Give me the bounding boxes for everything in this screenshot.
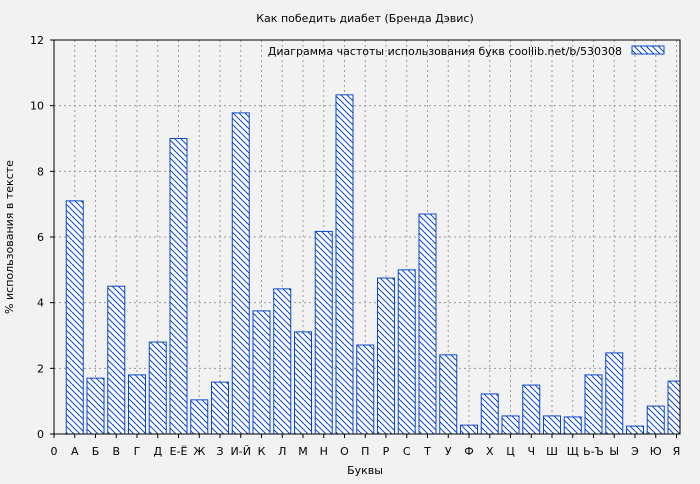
bar-Ч (522, 384, 541, 434)
x-tick-label: Ж (193, 445, 205, 458)
bar-Е-Ё (169, 138, 188, 434)
bar-И-Й (231, 112, 250, 434)
bar-Г (128, 374, 146, 434)
bar-Р (377, 277, 395, 434)
x-tick-label: Ю (650, 445, 662, 458)
chart-title: Как победить диабет (Бренда Дэвис) (256, 12, 473, 25)
bar-А (65, 200, 84, 434)
bar-Э (626, 425, 644, 434)
bar-Щ (563, 416, 582, 434)
x-axis: 0 А Б В Г Д Е-Ё Ж З И-Й К Л М Н О П Р С Т У Ф Х Ц Ч Ш Щ Ь-Ъ Ы Э Ю Я (51, 434, 681, 458)
bar-М (294, 331, 312, 434)
x-tick-label: Е-Ё (170, 445, 188, 458)
bar-Д (148, 341, 167, 434)
bar-Х (480, 393, 499, 434)
x-tick-label: Ы (609, 445, 619, 458)
bar-Л (273, 288, 292, 434)
bar-Ц (501, 415, 520, 434)
legend-label: Диаграмма частоты использования букв coo… (268, 45, 622, 58)
x-tick-label: П (361, 445, 369, 458)
x-tick-label: Ь-Ъ (583, 445, 604, 458)
bar-З (211, 381, 229, 434)
y-tick-label: 0 (37, 428, 44, 441)
bar-У (439, 354, 458, 434)
legend: Диаграмма частоты использования букв coo… (268, 45, 665, 58)
y-tick-label: 2 (37, 362, 44, 375)
bar-Н (314, 230, 333, 434)
x-tick-label: 0 (51, 445, 58, 458)
x-tick-label: К (258, 445, 266, 458)
x-tick-label: У (445, 445, 452, 458)
x-axis-label: Буквы (347, 464, 383, 477)
x-tick-label: О (340, 445, 349, 458)
x-tick-label: Н (320, 445, 328, 458)
x-tick-label: Я (673, 445, 681, 458)
x-tick-label: Р (383, 445, 390, 458)
x-tick-label: Б (92, 445, 100, 458)
bar-О (335, 94, 354, 434)
x-tick-label: Т (423, 445, 431, 458)
x-tick-label: Ш (546, 445, 558, 458)
x-tick-label: Г (134, 445, 141, 458)
bar-В (107, 285, 126, 434)
x-tick-label: С (403, 445, 411, 458)
x-tick-label: И-Й (231, 445, 251, 458)
bar-Ш (543, 415, 561, 434)
y-tick-label: 10 (30, 100, 44, 113)
y-tick-label: 4 (37, 297, 44, 310)
bar-С (397, 269, 416, 434)
bar-Ю (646, 405, 665, 434)
bar-Т (418, 213, 437, 434)
bar-Я (667, 380, 680, 434)
bars (65, 94, 680, 434)
y-axis: 0 2 4 6 8 10 12 (30, 34, 54, 441)
x-tick-label: В (112, 445, 120, 458)
x-tick-label: Ц (506, 445, 515, 458)
bar-Ф (460, 424, 478, 434)
y-axis-label: % использования в тексте (3, 160, 16, 314)
x-tick-label: З (216, 445, 223, 458)
bar-П (356, 344, 375, 434)
x-tick-label: Ф (464, 445, 473, 458)
x-tick-label: М (298, 445, 308, 458)
bar-Ь-Ъ (584, 374, 603, 434)
bar-К (252, 310, 271, 434)
x-tick-label: Х (486, 445, 494, 458)
bar-Ж (190, 399, 209, 434)
bar-Б (86, 377, 105, 434)
x-tick-label: А (71, 445, 79, 458)
x-tick-label: Ч (527, 445, 535, 458)
x-tick-label: Д (153, 445, 162, 458)
y-tick-label: 8 (37, 165, 44, 178)
x-tick-label: Э (631, 445, 639, 458)
bar-Ы (605, 352, 624, 434)
x-tick-label: Л (278, 445, 286, 458)
legend-swatch (631, 45, 665, 55)
y-tick-label: 12 (30, 34, 44, 47)
y-tick-label: 6 (37, 231, 44, 244)
x-tick-label: Щ (567, 445, 579, 458)
